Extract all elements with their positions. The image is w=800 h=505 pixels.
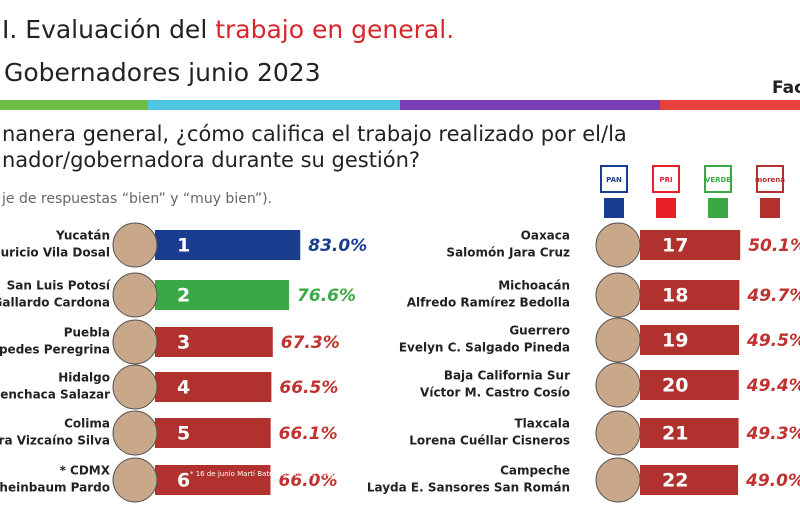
party-swatch bbox=[604, 198, 624, 218]
state-label: Yucatán bbox=[55, 229, 110, 243]
governor-label: Alfredo Ramírez Bedolla bbox=[407, 296, 570, 310]
state-label: Tlaxcala bbox=[514, 417, 570, 431]
photo bbox=[112, 222, 158, 268]
value-label: 76.6% bbox=[297, 286, 356, 306]
governor-label: Lorena Cuéllar Cisneros bbox=[409, 434, 570, 448]
rank: 17 bbox=[662, 235, 688, 257]
party-logo bbox=[600, 165, 628, 193]
party-logo bbox=[704, 165, 732, 193]
governor-label: Salomón Jara Cruz bbox=[446, 246, 570, 260]
state-label: Campeche bbox=[500, 464, 570, 478]
party-swatch bbox=[656, 198, 676, 218]
rank: 22 bbox=[662, 470, 688, 492]
question-line: nador/gobernadora durante su gestión? bbox=[2, 148, 420, 172]
party-swatch bbox=[708, 198, 728, 218]
party-logo bbox=[756, 165, 784, 193]
rank: 21 bbox=[662, 423, 688, 445]
rank: 2 bbox=[177, 285, 190, 307]
rank: 3 bbox=[177, 332, 190, 354]
state-label: Hidalgo bbox=[58, 371, 110, 385]
photo bbox=[112, 410, 158, 456]
party-name: PAN bbox=[606, 176, 622, 184]
note: je de respuestas “bien” y “muy bien”). bbox=[1, 191, 272, 207]
strip bbox=[660, 100, 800, 110]
governor-label: ndira Vizcaíno Silva bbox=[0, 434, 110, 448]
value-label: 49.0% bbox=[745, 471, 800, 491]
bar bbox=[155, 327, 273, 357]
bar bbox=[640, 230, 741, 260]
rank: 20 bbox=[662, 375, 688, 397]
value-label: 49.7% bbox=[746, 286, 800, 306]
bar bbox=[640, 465, 738, 495]
annotation: * 16 de junio Martí Batres asumió el car… bbox=[190, 470, 340, 478]
state-label: Guerrero bbox=[509, 324, 570, 338]
governor-label: a Sheinbaum Pardo bbox=[0, 481, 110, 495]
subtitle: Gobernadores junio 2023 bbox=[4, 58, 321, 87]
photo bbox=[595, 272, 641, 318]
value-label: 66.1% bbox=[279, 424, 338, 444]
strip bbox=[148, 100, 400, 110]
strip bbox=[400, 100, 660, 110]
governor-label: Víctor M. Castro Cosío bbox=[420, 386, 570, 400]
value-label: 66.0% bbox=[279, 471, 338, 491]
governor-label: Mauricio Vila Dosal bbox=[0, 246, 110, 260]
governor-label: Evelyn C. Salgado Pineda bbox=[399, 341, 570, 355]
rank: 5 bbox=[177, 423, 190, 445]
title-highlight: trabajo en general. bbox=[215, 15, 454, 44]
value-label: 50.1% bbox=[748, 236, 800, 256]
bar bbox=[640, 280, 740, 310]
bar bbox=[155, 372, 272, 402]
rank: 4 bbox=[177, 377, 190, 399]
corner-text: Fac bbox=[772, 78, 800, 98]
photo bbox=[595, 222, 641, 268]
party-name: VERDE bbox=[705, 176, 731, 184]
party-name: morena bbox=[755, 176, 785, 184]
rank: 6 bbox=[177, 470, 190, 492]
bar bbox=[640, 370, 739, 400]
photo bbox=[112, 319, 158, 365]
photo bbox=[112, 457, 158, 503]
rank: 1 bbox=[177, 235, 190, 257]
governor-label: . Menchaca Salazar bbox=[0, 388, 110, 402]
value-label: 67.3% bbox=[281, 333, 340, 353]
photo bbox=[595, 410, 641, 456]
photo bbox=[595, 457, 641, 503]
bar bbox=[155, 465, 271, 495]
bar bbox=[155, 418, 271, 448]
governor-label: Layda E. Sansores San Román bbox=[367, 481, 570, 495]
bar bbox=[640, 418, 739, 448]
rank: 18 bbox=[662, 285, 688, 307]
state-label: Michoacán bbox=[498, 279, 570, 293]
rank: 19 bbox=[662, 330, 688, 352]
bar bbox=[155, 280, 290, 310]
party-logo bbox=[652, 165, 680, 193]
state-label: Puebla bbox=[64, 326, 110, 340]
state-label: Baja California Sur bbox=[444, 369, 570, 383]
state-label: Colima bbox=[64, 417, 110, 431]
value-label: 83.0% bbox=[308, 236, 367, 256]
title: I. Evaluación del trabajo en general. bbox=[2, 15, 454, 44]
state-label: * CDMX bbox=[60, 464, 111, 478]
value-label: 49.5% bbox=[746, 331, 800, 351]
bar bbox=[640, 325, 739, 355]
governor-label: . Gallardo Cardona bbox=[0, 296, 110, 310]
strip bbox=[0, 100, 148, 110]
bar bbox=[155, 230, 301, 260]
state-label: San Luis Potosí bbox=[7, 279, 111, 293]
governor-label: Céspedes Peregrina bbox=[0, 343, 110, 357]
value-label: 66.5% bbox=[279, 378, 338, 398]
value-label: 49.4% bbox=[746, 376, 800, 396]
photo bbox=[595, 317, 641, 363]
state-label: Oaxaca bbox=[521, 229, 570, 243]
photo bbox=[112, 272, 158, 318]
title-prefix: I. Evaluación del bbox=[2, 15, 207, 44]
party-swatch bbox=[760, 198, 780, 218]
party-name: PRI bbox=[659, 176, 672, 184]
photo bbox=[595, 362, 641, 408]
question-line: nanera general, ¿cómo califica el trabaj… bbox=[2, 122, 627, 146]
photo bbox=[112, 364, 158, 410]
value-label: 49.3% bbox=[746, 424, 800, 444]
